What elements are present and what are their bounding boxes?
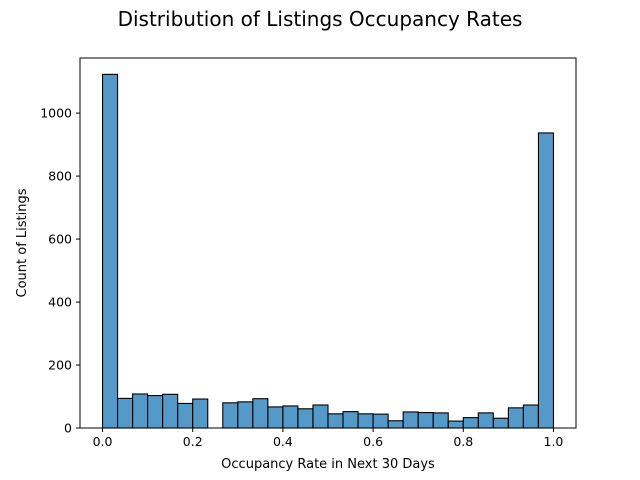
y-tick-label: 800 [48, 169, 72, 184]
y-axis-label: Count of Listings [15, 188, 30, 297]
histogram-bar-0 [102, 73, 119, 429]
x-tick-label: 0.6 [363, 434, 383, 449]
y-tick-label: 400 [48, 295, 72, 310]
histogram-bar-1 [117, 397, 134, 429]
histogram-bar-28 [522, 404, 539, 429]
histogram-bar-17 [357, 413, 374, 429]
histogram-bar-29 [537, 132, 555, 429]
y-tick-label: 0 [64, 421, 72, 436]
bars-group [102, 73, 555, 429]
x-tick-label: 1.0 [544, 434, 564, 449]
histogram-bar-19 [387, 420, 404, 429]
y-tick-label: 200 [48, 358, 72, 373]
histogram-bar-25 [477, 412, 494, 429]
histogram-bar-5 [177, 402, 194, 429]
histogram-bar-9 [237, 401, 254, 429]
histogram-bar-20 [402, 411, 419, 429]
histogram-bar-18 [372, 413, 389, 429]
histogram-bar-2 [132, 393, 149, 429]
x-axis-ticks: 0.0 0.2 0.4 0.6 0.8 1.0 [93, 428, 564, 449]
histogram-bar-14 [312, 404, 329, 429]
x-tick-label: 0.4 [273, 434, 293, 449]
histogram-bar-12 [282, 405, 299, 429]
y-tick-label: 1000 [40, 106, 72, 121]
histogram-bar-21 [417, 412, 434, 429]
histogram-bar-22 [432, 412, 449, 429]
x-axis-label: Occupancy Rate in Next 30 Days [221, 457, 435, 472]
histogram-bar-3 [147, 395, 164, 429]
x-tick-label: 0.2 [183, 434, 203, 449]
histogram-bar-16 [342, 411, 359, 429]
histogram-bar-6 [192, 398, 209, 429]
histogram-bar-15 [327, 413, 344, 429]
x-tick-label: 0.0 [93, 434, 113, 449]
histogram-bar-10 [252, 398, 269, 429]
histogram-bar-11 [267, 406, 284, 429]
y-tick-label: 600 [48, 232, 72, 247]
chart-title: Distribution of Listings Occupancy Rates [118, 7, 523, 31]
x-tick-label: 0.8 [453, 434, 473, 449]
histogram-bar-13 [297, 408, 314, 429]
histogram-bar-8 [222, 402, 239, 429]
histogram-bar-4 [162, 393, 179, 429]
y-axis-ticks: 0 200 400 600 800 1000 [40, 106, 80, 436]
histogram-bar-27 [507, 407, 524, 429]
histogram-bar-26 [492, 417, 509, 429]
histogram-bar-24 [462, 417, 479, 429]
plot-frame [79, 57, 577, 429]
histogram-bar-23 [447, 420, 464, 429]
